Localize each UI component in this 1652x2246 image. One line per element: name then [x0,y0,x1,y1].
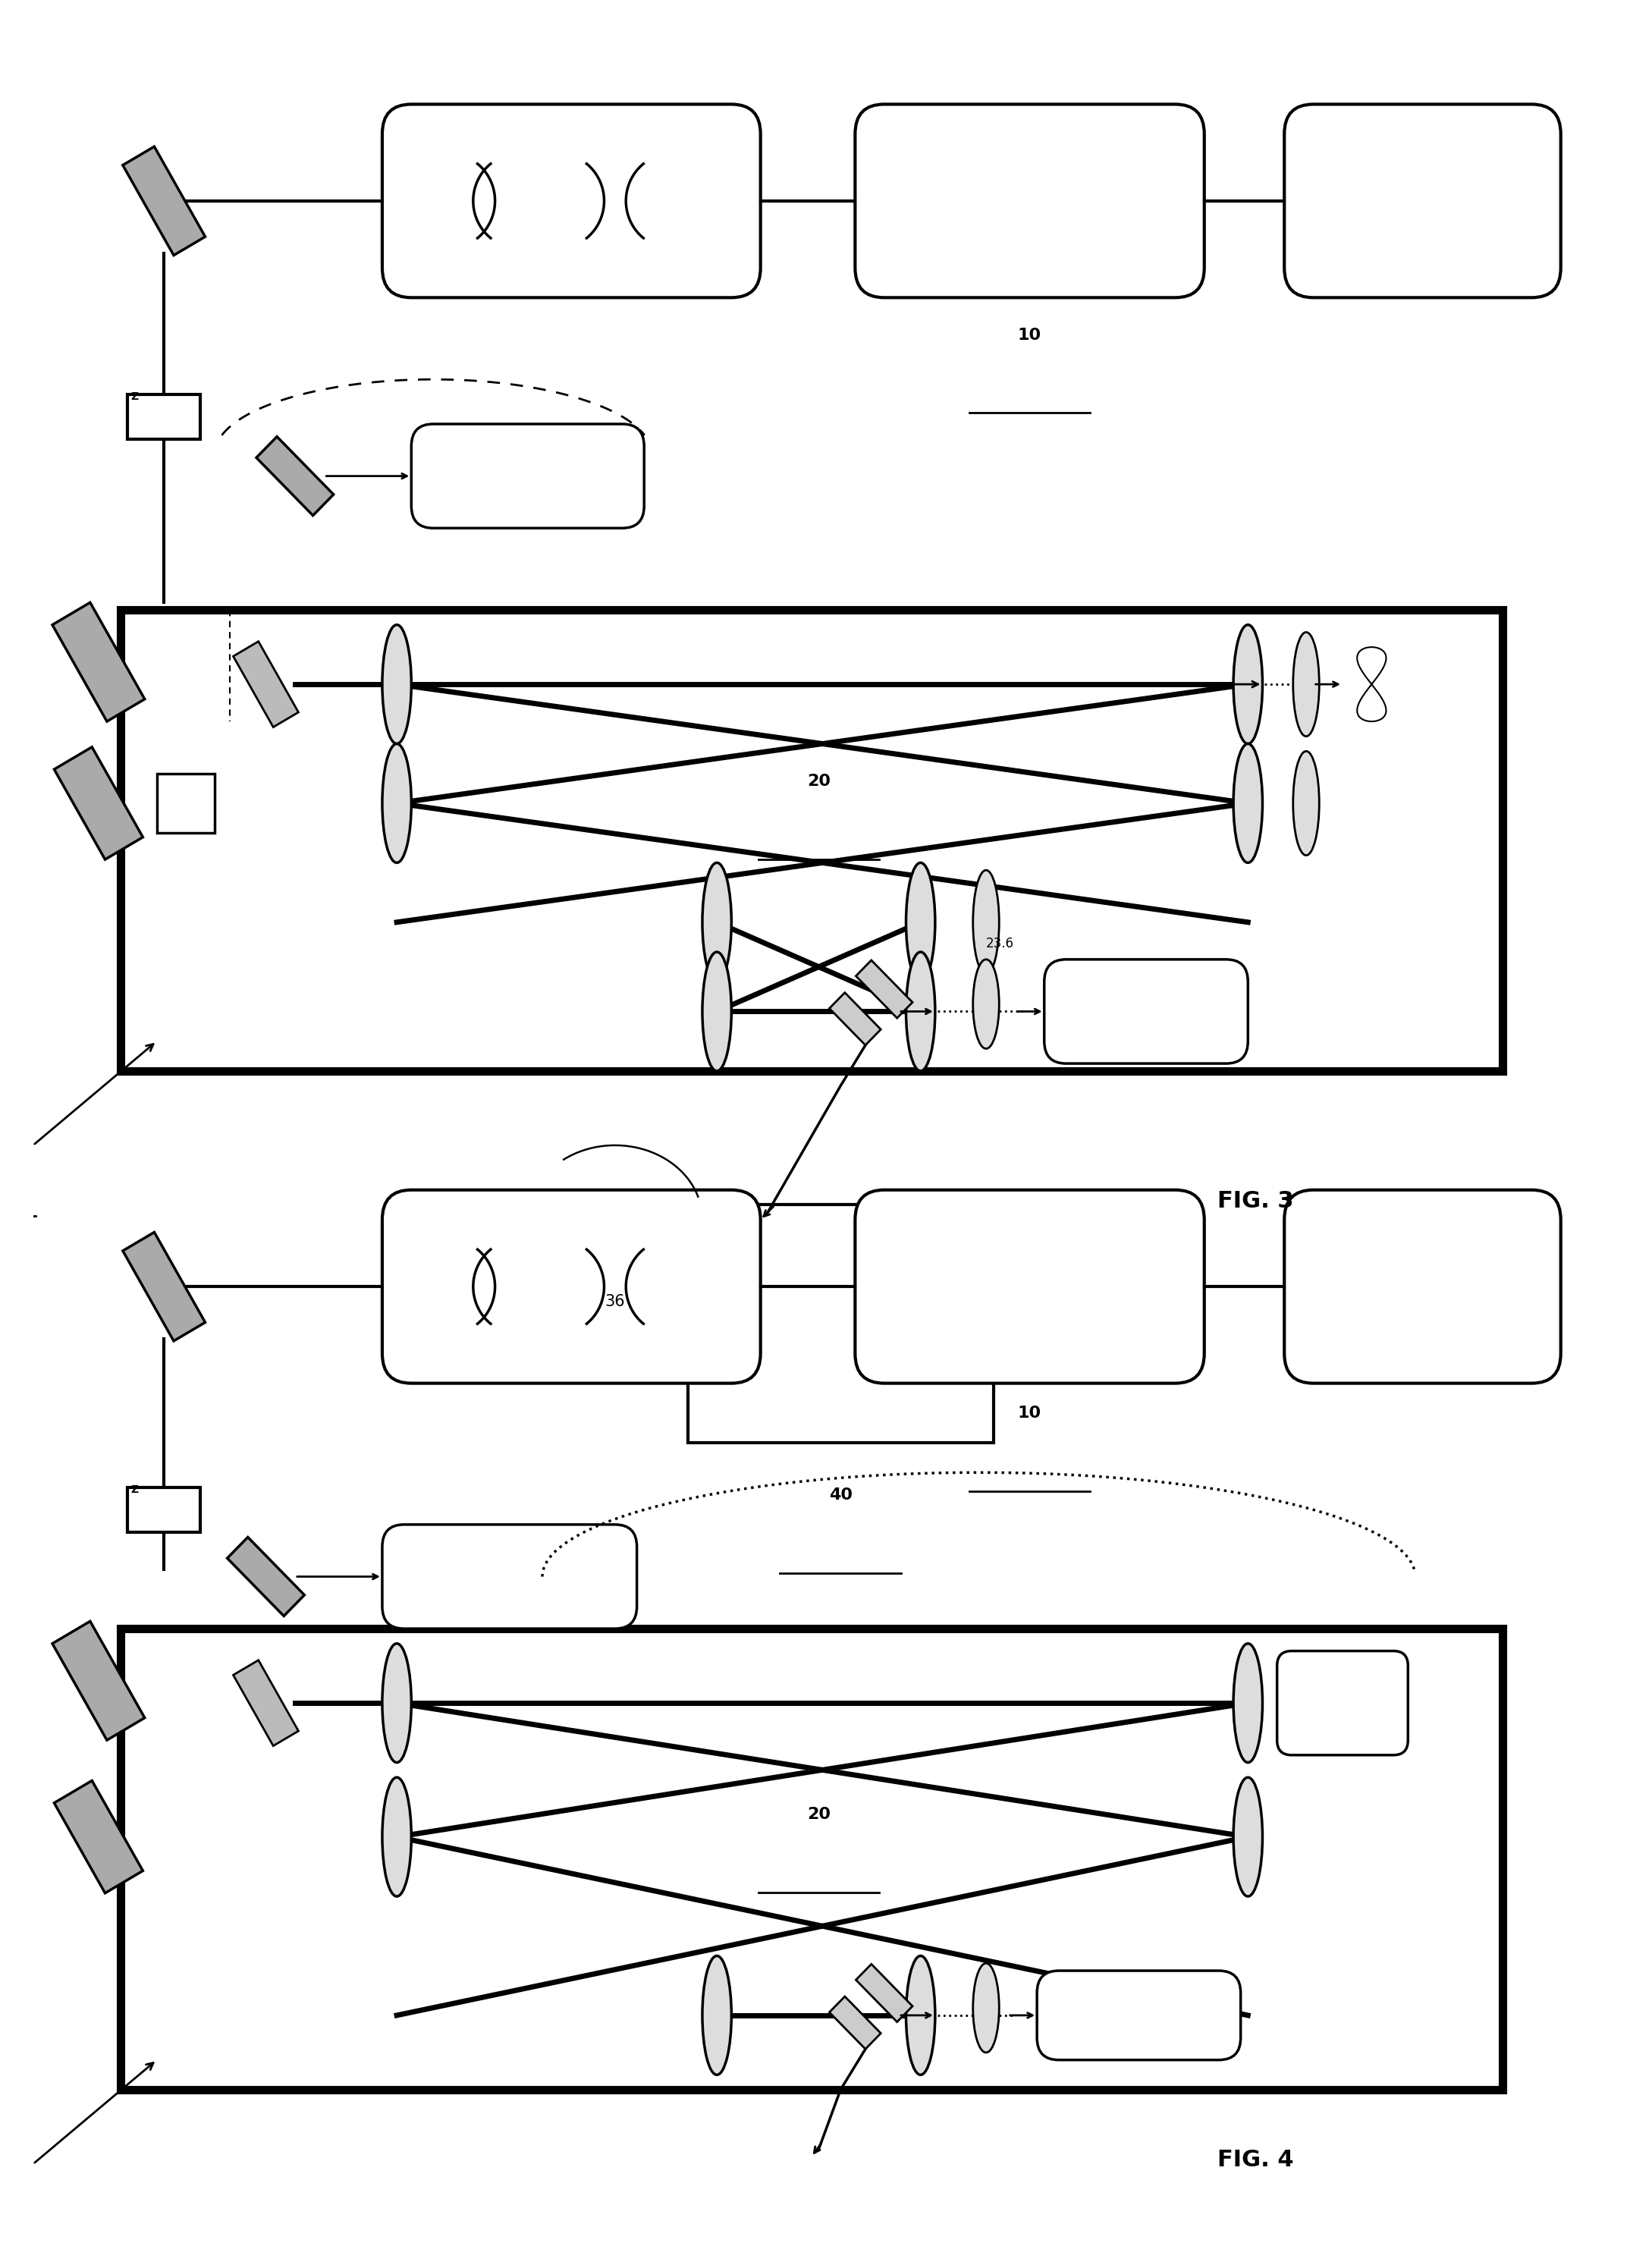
Ellipse shape [1294,750,1320,856]
Bar [228,1536,304,1617]
Text: FIG. 4: FIG. 4 [1218,2149,1294,2172]
Ellipse shape [973,959,999,1049]
Bar [122,146,205,256]
Ellipse shape [1234,624,1262,743]
Text: FIG. 3: FIG. 3 [1218,1190,1294,1213]
FancyBboxPatch shape [1284,103,1561,296]
FancyBboxPatch shape [1037,1970,1241,2060]
Bar [856,1963,912,2021]
Ellipse shape [1294,631,1320,737]
Ellipse shape [382,1777,411,1896]
Text: 36: 36 [605,1294,624,1309]
Text: Z: Z [131,1485,139,1496]
Bar [687,1204,993,1442]
Bar [127,395,200,438]
Ellipse shape [905,952,935,1071]
Ellipse shape [382,624,411,743]
FancyBboxPatch shape [856,1190,1204,1384]
Bar [157,773,215,833]
Ellipse shape [702,1956,732,2075]
Ellipse shape [1234,743,1262,862]
Ellipse shape [702,862,732,982]
Text: 40: 40 [829,1487,852,1503]
Ellipse shape [382,1644,411,1763]
Bar [856,961,912,1017]
Text: Z: Z [131,391,139,402]
Bar [121,1628,1503,2089]
Ellipse shape [905,862,935,982]
Ellipse shape [1234,1777,1262,1896]
Ellipse shape [702,952,732,1071]
FancyBboxPatch shape [1284,1190,1561,1384]
Bar [829,1997,881,2048]
Bar [122,1233,205,1341]
Bar [233,642,299,728]
FancyBboxPatch shape [382,103,760,296]
FancyBboxPatch shape [382,1525,638,1628]
Ellipse shape [973,1963,999,2053]
Bar [121,611,1503,1071]
Ellipse shape [382,743,411,862]
Bar [233,1660,299,1745]
Bar [829,993,881,1044]
Bar [256,436,334,517]
Ellipse shape [905,1956,935,2075]
Bar [127,1487,200,1532]
Text: 10: 10 [1018,1406,1041,1422]
Bar [53,602,145,721]
Ellipse shape [1234,1644,1262,1763]
Text: 10: 10 [1018,328,1041,341]
Text: 20: 20 [806,1808,831,1822]
Bar [53,1622,145,1741]
FancyBboxPatch shape [1277,1651,1408,1754]
Text: 20: 20 [806,773,831,788]
Ellipse shape [973,869,999,975]
FancyBboxPatch shape [411,424,644,528]
FancyBboxPatch shape [382,1190,760,1384]
Text: 23.6: 23.6 [986,937,1014,950]
Bar [55,1781,142,1893]
FancyBboxPatch shape [1044,959,1247,1065]
Bar [55,748,142,860]
FancyBboxPatch shape [856,103,1204,296]
